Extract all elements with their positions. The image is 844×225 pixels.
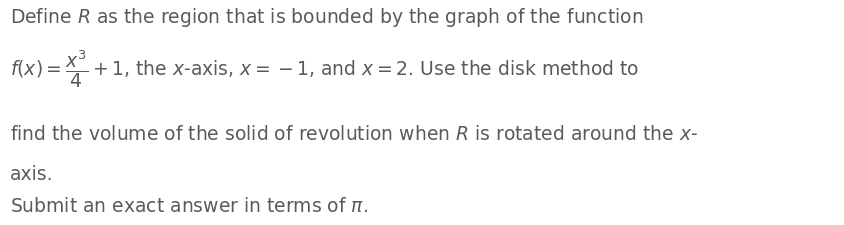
Text: axis.: axis. [10, 166, 54, 184]
Text: Define $\mathit{R}$ as the region that is bounded by the graph of the function: Define $\mathit{R}$ as the region that i… [10, 6, 644, 29]
Text: $f(x) = \dfrac{x^3}{4} + 1$, the $x$-axis, $x = -1$, and $x = 2$. Use the disk m: $f(x) = \dfrac{x^3}{4} + 1$, the $x$-axi… [10, 49, 640, 90]
Text: Submit an exact answer in terms of $\pi$.: Submit an exact answer in terms of $\pi$… [10, 197, 368, 216]
Text: find the volume of the solid of revolution when $\mathit{R}$ is rotated around t: find the volume of the solid of revoluti… [10, 125, 698, 144]
